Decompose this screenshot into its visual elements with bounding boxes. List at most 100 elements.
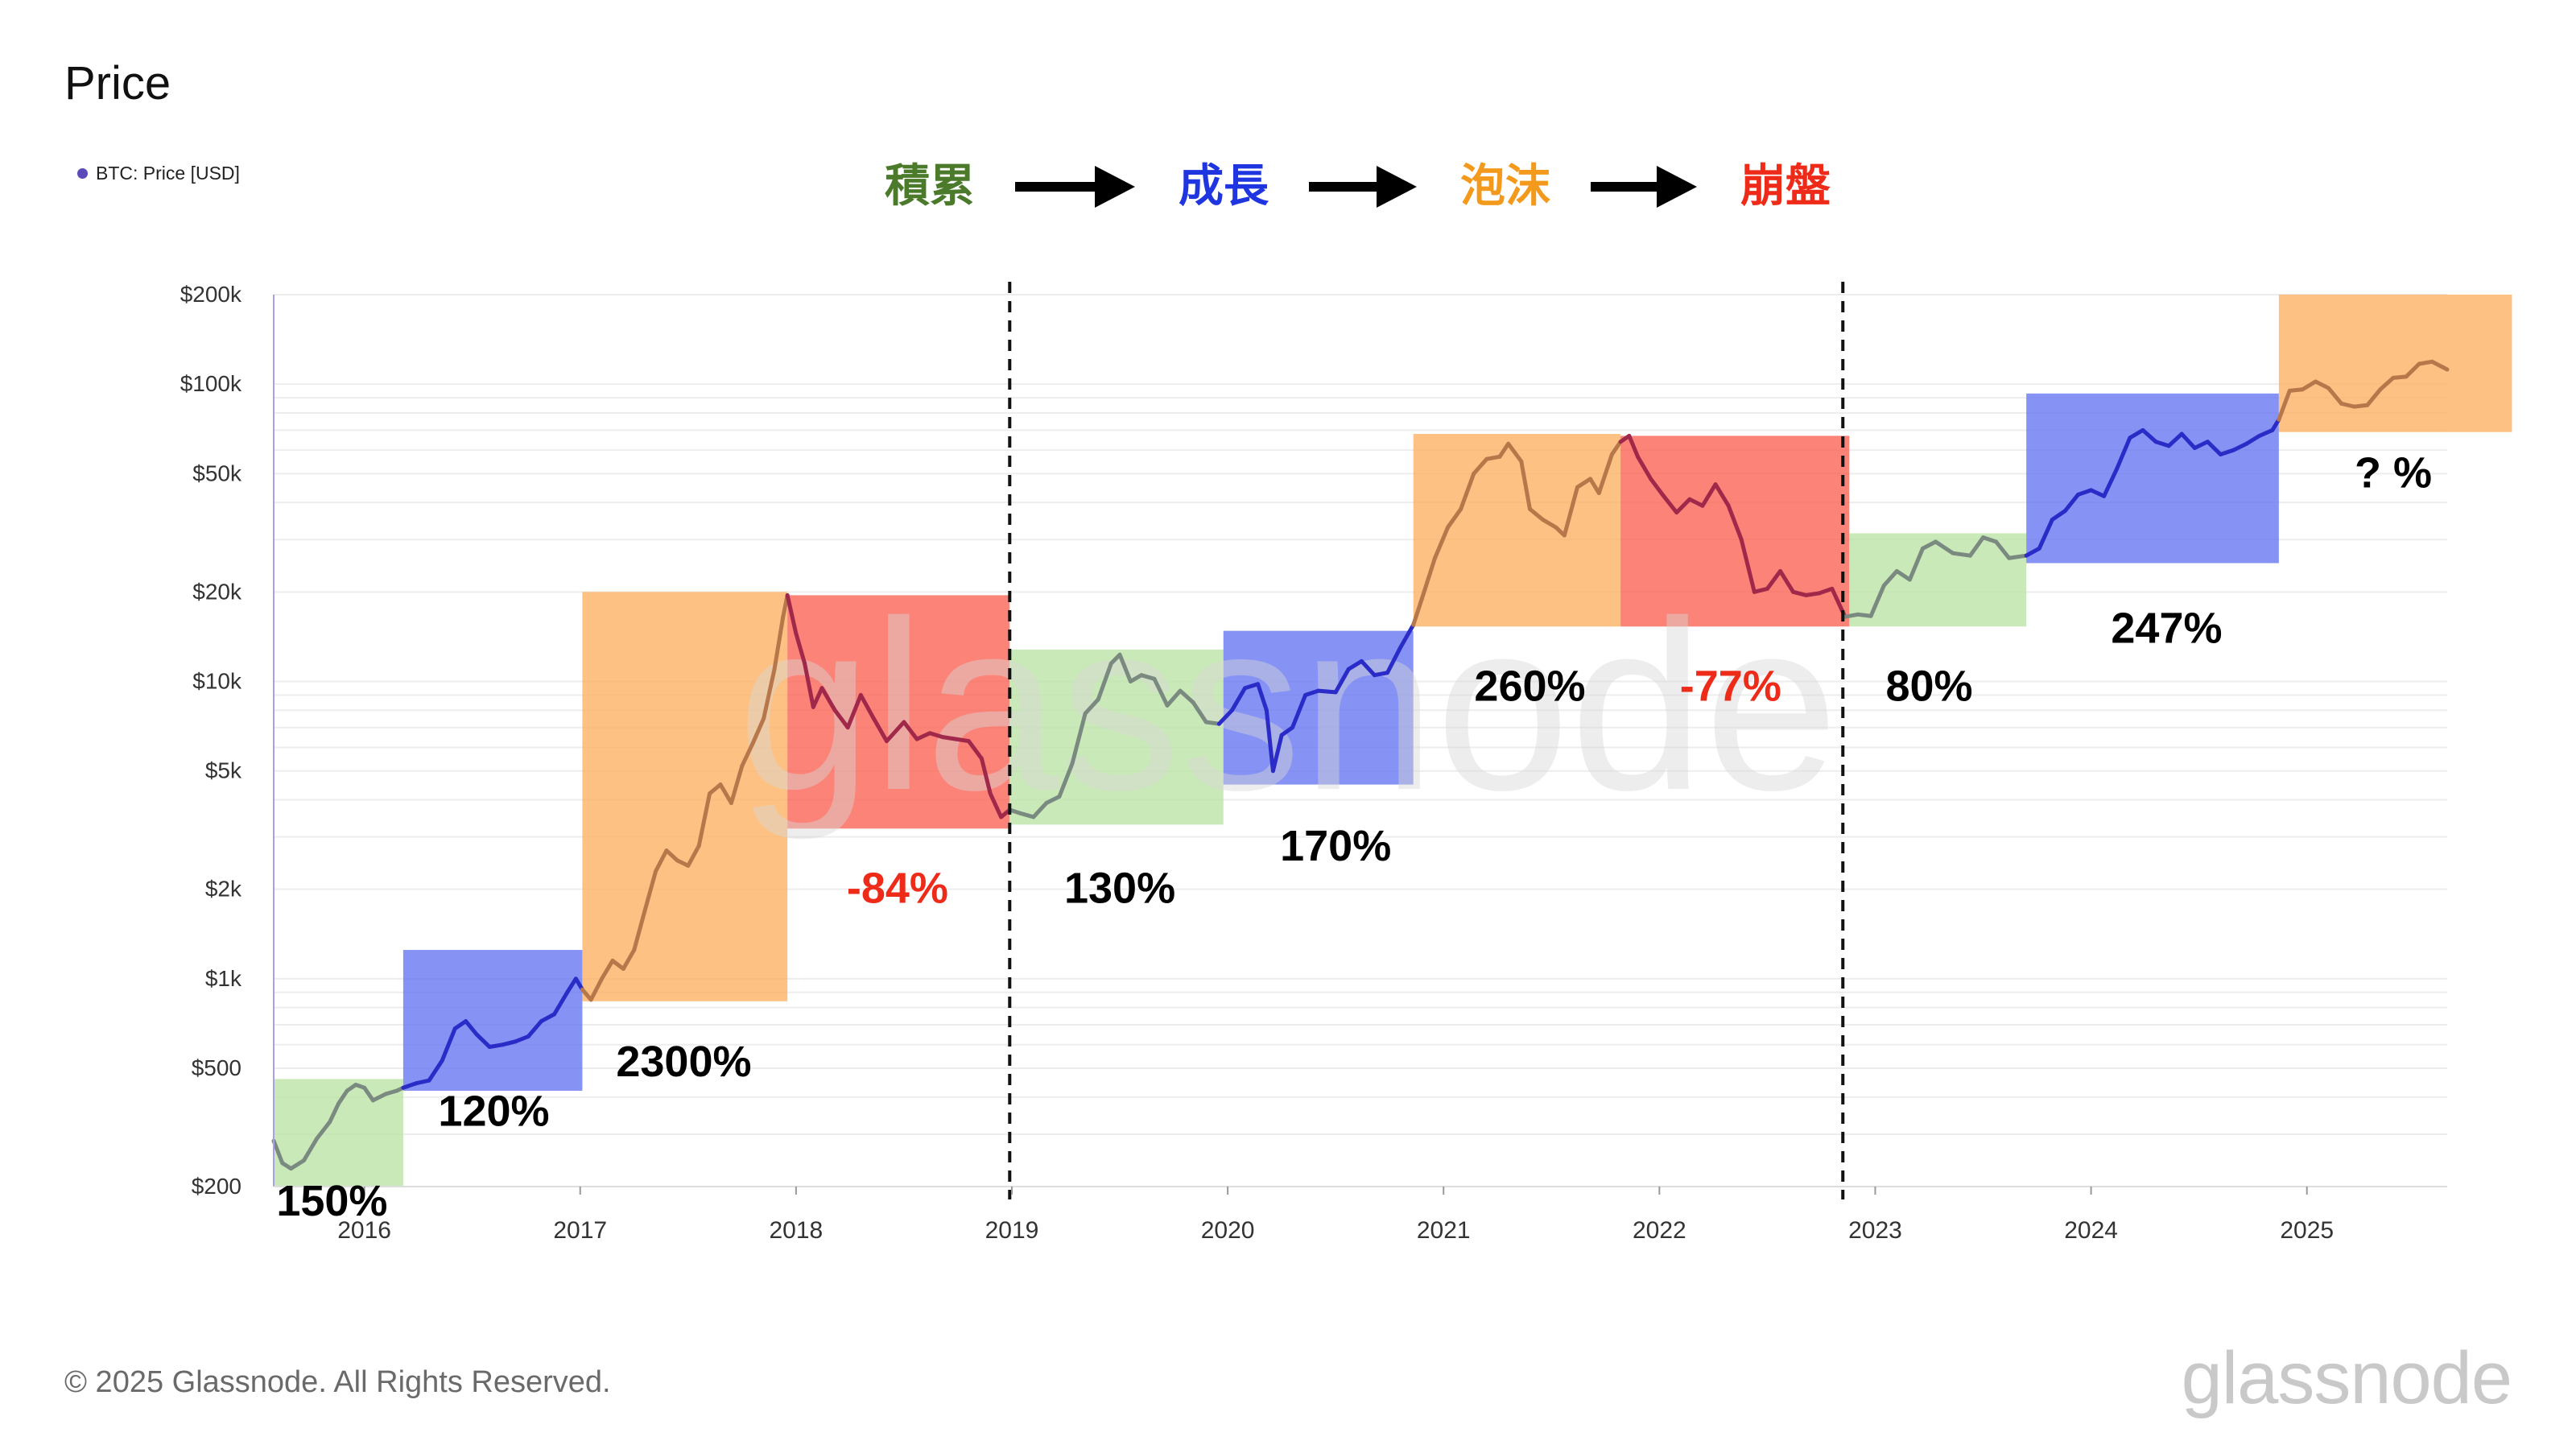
price-segment: [401, 1081, 419, 1090]
x-tick-label: 2019: [985, 1217, 1039, 1244]
price-segment: [979, 756, 993, 796]
price-segment: [370, 1092, 388, 1103]
price-segment: [1894, 568, 1912, 582]
price-segment: [1994, 539, 2012, 560]
price-segment: [1752, 586, 1769, 594]
price-segment: [302, 1136, 320, 1162]
price-segment: [762, 667, 777, 721]
x-tick-label: 2024: [2064, 1217, 2118, 1244]
price-segment: [2313, 379, 2331, 390]
page-title: Price: [64, 57, 171, 109]
price-segment: [1575, 477, 1593, 489]
price-segment: [1264, 708, 1275, 774]
price-segment: [1527, 506, 1546, 522]
phase-legend-label: 積累: [885, 160, 975, 213]
price-segment: [1934, 539, 1955, 555]
price-segment: [2115, 436, 2132, 471]
y-tick-label: $1k: [205, 966, 242, 991]
price-segment: [1070, 711, 1088, 766]
y-tick-label: $5k: [205, 758, 242, 783]
percent-label: -77%: [1680, 663, 1781, 711]
phase-legend-layer: 積累 成長 泡沫 崩盤: [885, 160, 1831, 213]
price-segment: [914, 731, 932, 741]
price-segment: [2062, 492, 2081, 514]
price-segment: [1497, 441, 1511, 459]
price-segment: [1433, 525, 1451, 560]
price-segment: [1609, 440, 1623, 457]
price-segment: [610, 958, 625, 972]
price-segment: [336, 1088, 349, 1106]
price-segment: [1791, 589, 1809, 597]
percent-label: 150%: [276, 1177, 387, 1225]
price-segment: [2192, 440, 2210, 450]
price-segment: [2270, 417, 2281, 432]
price-segment: [1856, 612, 1873, 618]
chart-legend[interactable]: BTC: Price [USD]: [77, 163, 240, 184]
price-segment: [803, 661, 815, 709]
phase-box-growth: [2026, 393, 2279, 564]
price-segment: [440, 1026, 457, 1063]
price-segment: [573, 976, 584, 992]
price-segment: [1636, 454, 1653, 481]
brand-logo: glassnode: [2181, 1337, 2512, 1419]
price-segment: [1191, 700, 1208, 724]
price-segment: [1139, 673, 1157, 681]
price-segment: [1083, 697, 1100, 716]
price-segment: [1920, 539, 1938, 551]
price-segment: [2050, 509, 2067, 522]
price-segment: [858, 692, 876, 721]
phase-box-accumulation: [1849, 533, 2027, 627]
arrow-right-icon: [1657, 166, 1697, 208]
price-segment: [1270, 733, 1284, 774]
y-tick-label: $2k: [205, 877, 242, 902]
x-tick-label: 2023: [1848, 1217, 1902, 1244]
price-segment: [811, 686, 824, 709]
phase-box-growth: [1223, 630, 1414, 785]
phase-legend-label: 泡沫: [1460, 160, 1550, 213]
price-segment: [1044, 795, 1062, 806]
price-segment: [785, 592, 799, 636]
price-segment: [2391, 374, 2409, 380]
y-tick-label: $200: [192, 1174, 242, 1199]
cycle-dividers-layer: [1008, 282, 1845, 1199]
price-segment: [565, 976, 578, 995]
price-segment: [2076, 488, 2094, 497]
price-segment: [1967, 535, 1986, 558]
price-segment: [315, 1120, 332, 1141]
price-segment: [1346, 658, 1364, 671]
price-segment: [2277, 388, 2292, 422]
price-segment: [621, 947, 637, 972]
price-segment: [271, 1138, 285, 1166]
price-segment: [1459, 471, 1476, 511]
price-segment: [1057, 761, 1075, 799]
phase-box-accumulation: [1009, 649, 1224, 825]
price-segment: [2128, 427, 2145, 440]
price-segment: [750, 716, 766, 745]
price-segment: [2417, 359, 2434, 366]
price-segment: [632, 908, 647, 952]
price-segment: [1096, 661, 1113, 702]
percent-label: 130%: [1064, 865, 1175, 913]
price-segment: [288, 1158, 307, 1171]
price-segment: [1627, 433, 1641, 459]
x-tick-label: 2025: [2280, 1217, 2334, 1244]
phase-box-bubble: [582, 592, 788, 1001]
price-segment: [1018, 811, 1036, 819]
x-tick-label: 2020: [1201, 1217, 1255, 1244]
price-segment: [526, 1019, 543, 1038]
phase-box-growth: [402, 950, 583, 1091]
price-segment: [1765, 568, 1782, 591]
price-segment: [539, 1012, 557, 1024]
price-segment: [2326, 386, 2344, 406]
price-segment: [1519, 459, 1532, 511]
price-segment: [686, 844, 701, 868]
price-segment: [1290, 692, 1308, 730]
price-segment: [1713, 482, 1731, 508]
price-segment: [328, 1101, 341, 1125]
price-segment: [1472, 456, 1489, 476]
price-segment: [1739, 537, 1757, 594]
price-segment: [474, 1032, 492, 1049]
price-segment: [2339, 401, 2357, 409]
price-segment: [1031, 801, 1049, 819]
